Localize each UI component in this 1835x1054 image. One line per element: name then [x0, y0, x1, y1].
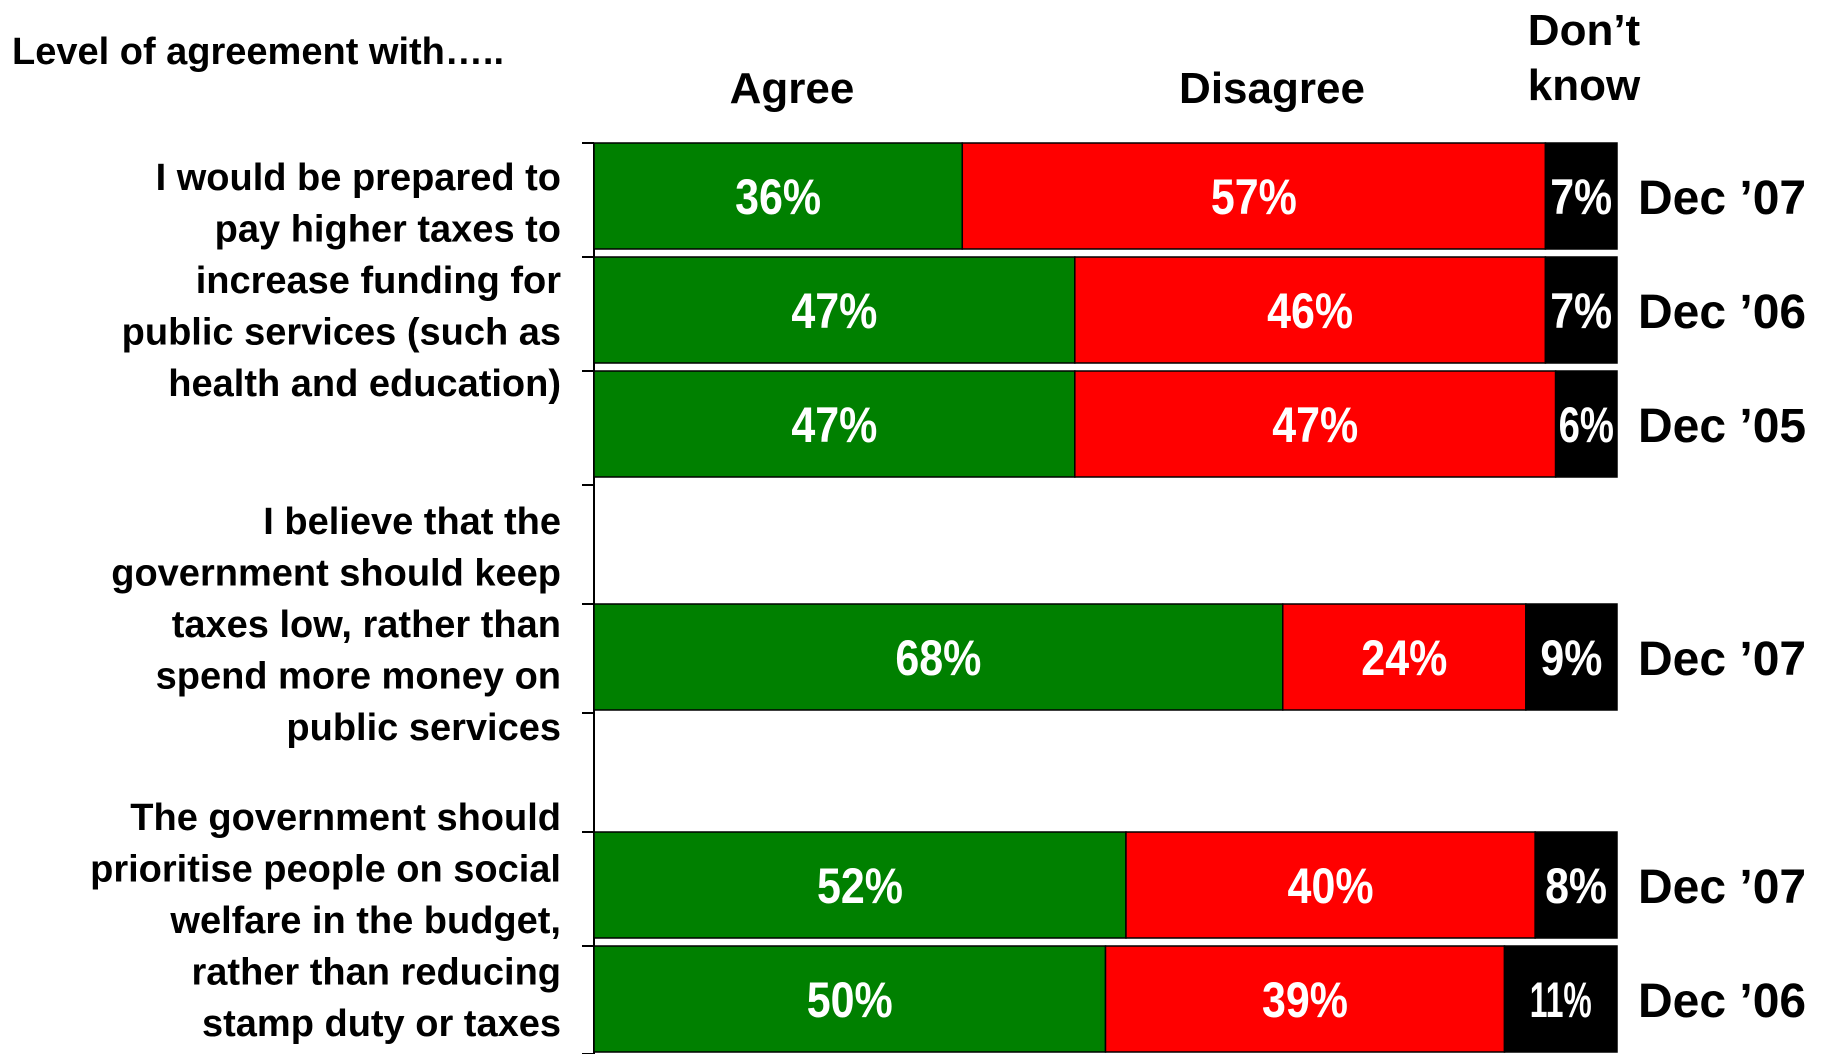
period-label: Dec ’05 — [1638, 400, 1806, 453]
question-1-line-5: health and education) — [168, 363, 561, 405]
question-3-line-2: prioritise people on social — [90, 849, 561, 891]
bar-segment-disagree — [1282, 603, 1527, 711]
data-label-dont-know: 8% — [1545, 858, 1607, 914]
data-label-agree: 47% — [791, 397, 877, 453]
data-label-agree: 50% — [807, 972, 893, 1028]
bar-segment-disagree — [961, 142, 1547, 250]
legend-agree: Agree — [730, 64, 855, 113]
question-2-line-1: I believe that the — [263, 501, 561, 543]
data-label-dont-know: 7% — [1550, 169, 1612, 225]
data-label-agree: 52% — [817, 858, 903, 914]
bar-segment-agree — [593, 370, 1076, 478]
data-label-disagree: 46% — [1267, 283, 1353, 339]
data-label-agree: 47% — [791, 283, 877, 339]
period-label: Dec ’07 — [1638, 633, 1806, 686]
category-axis — [582, 142, 595, 1054]
data-label-dont-know: 11% — [1530, 972, 1592, 1028]
chart-title: Level of agreement with….. — [12, 31, 504, 73]
period-label: Dec ’07 — [1638, 861, 1806, 914]
bar-segment-agree — [593, 256, 1076, 364]
data-label-dont-know: 9% — [1540, 630, 1602, 686]
bar-segment-dont-know — [1544, 142, 1618, 250]
question-2-line-3: taxes low, rather than — [172, 604, 561, 646]
bar-segment-dont-know — [1544, 256, 1618, 364]
data-label-dont-know: 7% — [1550, 283, 1612, 339]
legend-disagree: Disagree — [1179, 64, 1365, 113]
question-2-line-5: public services — [286, 707, 561, 749]
period-label: Dec ’06 — [1638, 286, 1806, 339]
question-2-line-2: government should keep — [111, 553, 561, 595]
bar-segment-disagree — [1074, 370, 1557, 478]
bar-segment-dont-know — [1554, 370, 1618, 478]
question-1-line-4: public services (such as — [122, 312, 561, 354]
data-label-agree: 36% — [735, 169, 821, 225]
bar-segment-agree — [593, 945, 1107, 1053]
legend-dont-know-line-2: know — [1528, 61, 1641, 110]
data-label-disagree: 24% — [1361, 630, 1447, 686]
data-label-agree: 68% — [895, 630, 981, 686]
question-labels: I would be prepared to pay higher taxes t… — [90, 157, 561, 1045]
bar-segment-dont-know — [1525, 603, 1618, 711]
question-2-line-4: spend more money on — [156, 656, 561, 698]
question-3-line-3: welfare in the budget, — [169, 900, 561, 942]
question-3-line-5: stamp duty or taxes — [202, 1003, 561, 1045]
question-1-line-2: pay higher taxes to — [215, 209, 561, 251]
question-3-line-1: The government should — [130, 797, 561, 839]
bar-segment-disagree — [1104, 945, 1506, 1053]
period-label: Dec ’06 — [1638, 975, 1806, 1028]
bars: 36% 57% 7% 47% 46% 7% 47% 47% 6% 68% 24% 9% 52% 40% 8%… — [593, 142, 1618, 1053]
period-labels: Dec ’07 Dec ’06 Dec ’05 Dec ’07 Dec ’07 Dec ’… — [1638, 172, 1806, 1028]
period-label: Dec ’07 — [1638, 172, 1806, 225]
bar-segment-disagree — [1125, 831, 1536, 939]
bar-segment-dont-know — [1503, 945, 1618, 1053]
question-3-line-4: rather than reducing — [192, 952, 562, 994]
bar-segment-agree — [593, 603, 1284, 711]
bar-segment-agree — [593, 831, 1127, 939]
data-label-disagree: 40% — [1288, 858, 1374, 914]
bar-segment-dont-know — [1534, 831, 1618, 939]
question-1-line-1: I would be prepared to — [156, 157, 561, 199]
data-label-dont-know: 6% — [1559, 397, 1614, 453]
legend-dont-know-line-1: Don’t — [1528, 6, 1641, 55]
question-1-line-3: increase funding for — [196, 260, 561, 302]
legend: Agree Disagree Don’t know — [730, 6, 1641, 113]
bar-segment-disagree — [1074, 256, 1547, 364]
data-label-disagree: 39% — [1262, 972, 1348, 1028]
data-label-disagree: 57% — [1211, 169, 1297, 225]
data-label-disagree: 47% — [1272, 397, 1358, 453]
